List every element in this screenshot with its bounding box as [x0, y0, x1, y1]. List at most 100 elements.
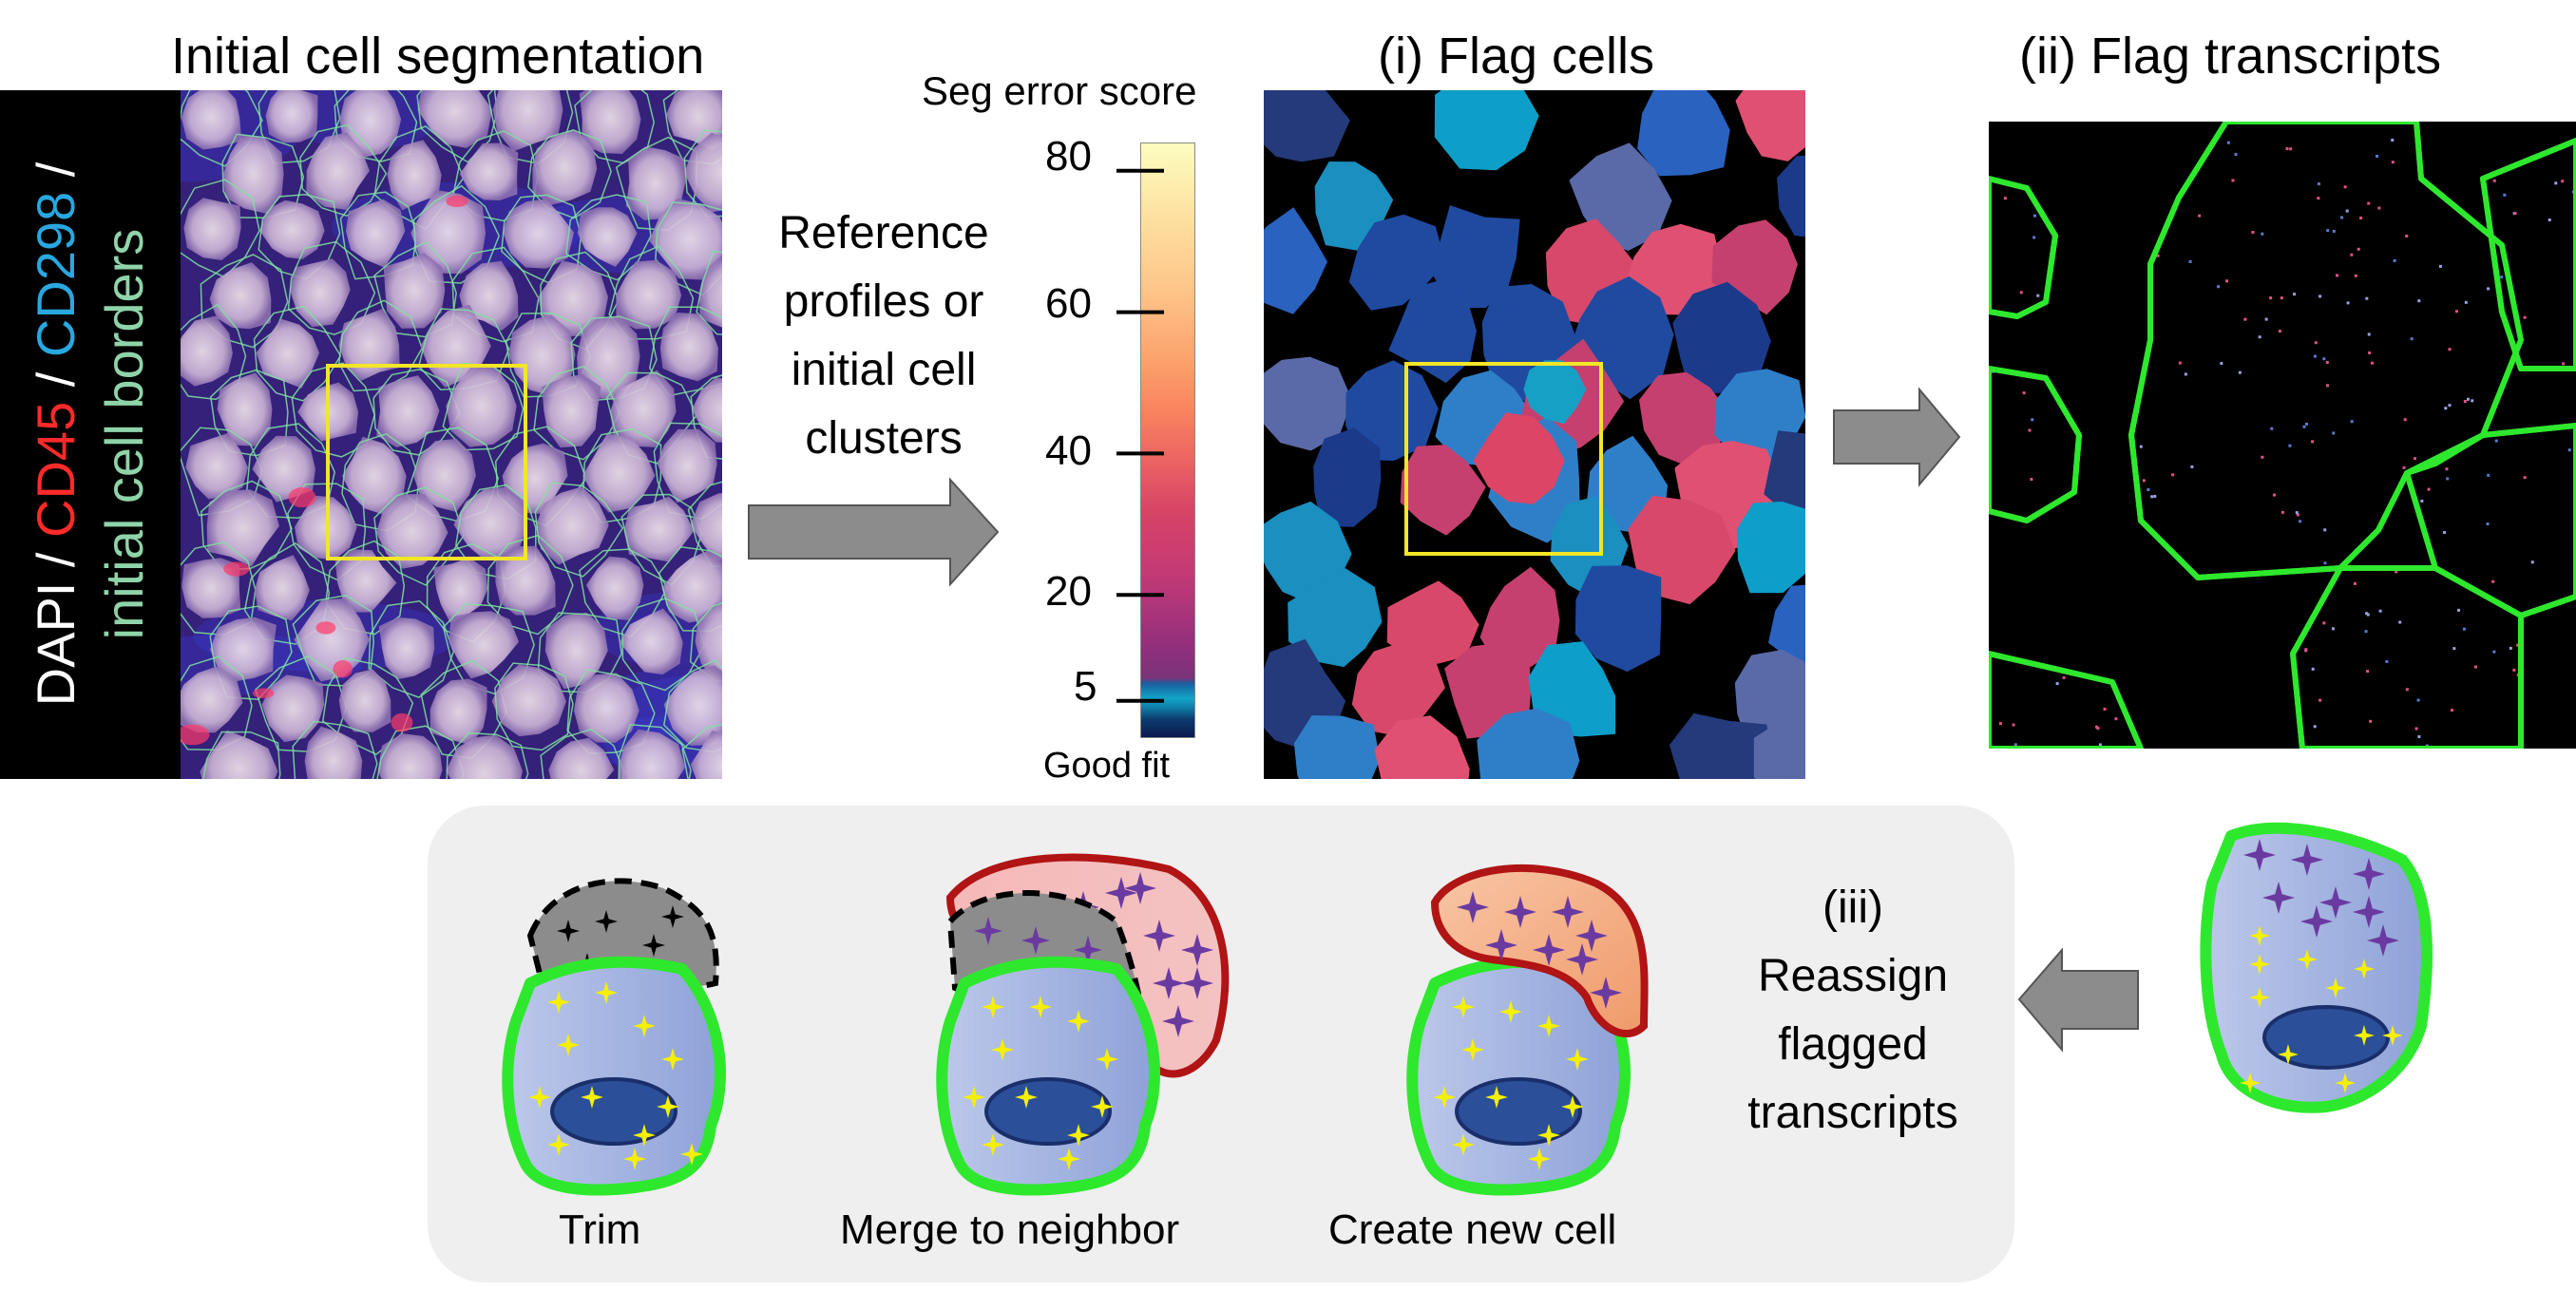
transcript-dot: [2027, 173, 2030, 176]
transcript-dot: [2165, 630, 2167, 633]
cell-border: [2290, 565, 2524, 749]
transcript-dot: [2414, 727, 2418, 731]
transcript-dot: [2287, 631, 2290, 634]
transcript-dot: [2113, 628, 2116, 631]
transcript-dot: [2032, 622, 2034, 625]
transcript-dot: [2528, 421, 2530, 424]
transcript-dot: [2123, 164, 2126, 167]
flagged-cell: [1528, 641, 1616, 737]
cell-border: [2128, 122, 2524, 580]
transcript-dot: [2506, 427, 2509, 429]
transcript-dot: [2276, 623, 2279, 626]
transcript-icon: [2335, 1073, 2356, 1093]
transcript-dot: [2471, 135, 2474, 138]
transcript-dot: [2002, 145, 2005, 148]
nucleus: [304, 726, 363, 779]
transcript-icon: [2297, 949, 2318, 970]
transcript-dot: [2181, 704, 2184, 707]
cell-border: [687, 481, 722, 567]
transcript-dot: [2288, 444, 2292, 447]
transcript-dot: [2562, 674, 2565, 676]
stain-dapi: DAPI: [26, 581, 86, 707]
nucleus: [377, 733, 443, 779]
transcript-dot: [2059, 540, 2062, 542]
cell-border: [690, 374, 722, 460]
cd45-signal: [315, 621, 336, 635]
transcript-dot: [2133, 129, 2137, 133]
transcript-dot: [2102, 192, 2105, 195]
transcript-dot: [2343, 185, 2347, 189]
transcript-dot: [2443, 530, 2447, 534]
transcript-dot: [2109, 207, 2111, 210]
transcript-dot: [2139, 161, 2142, 163]
nucleus: [542, 374, 601, 448]
transcript-dot: [2038, 175, 2041, 178]
transcript-dot: [2455, 310, 2459, 313]
transcript-dot: [2326, 384, 2330, 388]
transcript-dot: [2381, 551, 2384, 554]
arrow-right-2: [1833, 387, 1961, 487]
transcript-dot: [2519, 140, 2522, 142]
transcript-dot: [2163, 641, 2166, 644]
transcript-dot: [2186, 659, 2189, 662]
transcript-dot: [2491, 579, 2495, 583]
transcript-dot: [2205, 648, 2208, 651]
transcript-dot: [2466, 397, 2470, 401]
transcript-dot: [2478, 131, 2482, 135]
transcript-dot: [2236, 730, 2239, 732]
transcript-dot: [2453, 199, 2456, 201]
transcript-dot: [2047, 135, 2050, 138]
stain-sep: /: [26, 537, 86, 582]
transcript-dot: [2149, 676, 2152, 679]
transcript-dot: [2541, 700, 2544, 703]
transcript-dot: [2452, 647, 2456, 651]
transcript-dot: [2104, 408, 2107, 411]
transcript-dot: [2135, 226, 2138, 229]
transcript-dot: [2405, 688, 2409, 692]
transcript-dot: [2093, 352, 2096, 355]
transcript-dot: [2448, 404, 2452, 408]
transcript-dot: [2492, 179, 2496, 182]
nucleus: [217, 372, 273, 446]
transcript-dot: [2216, 742, 2219, 745]
transcript-dot: [2350, 420, 2354, 424]
transcript-dot: [2346, 301, 2350, 305]
nucleus: [692, 377, 722, 443]
transcript-dot: [2509, 646, 2512, 650]
transcript-dot: [2104, 428, 2107, 431]
transcript-dot: [2207, 715, 2210, 718]
transcript-dot: [2050, 151, 2052, 154]
transcript-dot: [2314, 341, 2318, 345]
cell-border: [621, 598, 706, 692]
transcript-dot: [2069, 640, 2071, 643]
transcript-dot: [2307, 605, 2310, 608]
transcript-dot: [2108, 226, 2110, 229]
transcript-dot: [2148, 598, 2151, 600]
transcript-dot: [2280, 296, 2283, 300]
flagged-cell: [1479, 566, 1560, 668]
transcript-dot: [2524, 682, 2527, 685]
transcript-dot: [2502, 406, 2506, 409]
nucleus: [209, 617, 277, 682]
transcript-dot: [2311, 440, 2315, 444]
transcript-dot: [2124, 322, 2127, 325]
transcript-dot: [2365, 612, 2369, 616]
transcript-dot: [2152, 198, 2155, 200]
nucleus: [690, 492, 722, 561]
transcript-dot: [2093, 618, 2096, 621]
transcript-dot: [2113, 655, 2116, 658]
transcript-dot: [1991, 563, 1994, 566]
cd45-signal: [253, 688, 275, 698]
transcript-dot: [2367, 332, 2371, 336]
transcript-dot: [2022, 391, 2026, 395]
transcript-dot: [2405, 545, 2408, 548]
flagged-cell: [1374, 715, 1470, 779]
transcript-dot: [2284, 737, 2287, 740]
transcript-dot: [2135, 343, 2138, 346]
transcript-dot: [2099, 188, 2102, 191]
flagged-cell: [1313, 427, 1382, 527]
transcript-dot: [2529, 674, 2532, 677]
transcript-dot: [2196, 665, 2199, 668]
transcript-dot: [2177, 661, 2180, 664]
transcript-dot: [2134, 142, 2137, 144]
